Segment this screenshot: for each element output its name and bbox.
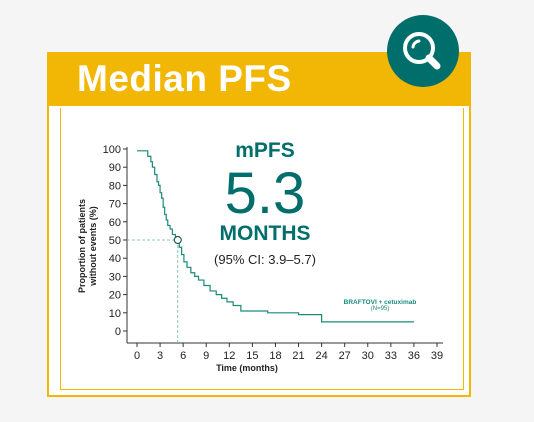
x-tick-label: 33 <box>385 350 397 362</box>
banner-title: Median PFS <box>77 58 292 99</box>
y-tick-label: 0 <box>115 326 121 338</box>
legend-series-name: BRAFTOVI + cetuximab <box>343 299 417 306</box>
y-tick-label: 90 <box>109 162 121 174</box>
x-tick-label: 30 <box>362 350 374 362</box>
magnifier-icon <box>387 15 459 87</box>
mpfs-unit: MONTHS <box>219 222 311 245</box>
series-legend: BRAFTOVI + cetuximab (N=95) <box>325 299 435 312</box>
y-axis-label: Proportion of patients <box>77 199 87 293</box>
median-marker <box>173 235 182 245</box>
mpfs-ci: (95% CI: 3.9–5.7) <box>214 252 316 267</box>
x-tick-label: 24 <box>315 350 327 362</box>
x-tick-label: 3 <box>157 350 163 362</box>
x-tick-label: 12 <box>223 350 235 362</box>
x-tick-label: 15 <box>246 350 258 362</box>
y-tick-label: 50 <box>109 235 121 247</box>
x-axis-label: Time (months) <box>216 363 278 373</box>
y-tick-label: 40 <box>109 253 121 265</box>
y-tick-label: 80 <box>109 180 121 192</box>
x-tick-label: 39 <box>431 350 443 362</box>
y-tick-label: 10 <box>109 308 121 320</box>
y-tick-label: 60 <box>109 217 121 229</box>
mpfs-label: mPFS <box>235 139 295 162</box>
legend-n: (N=95) <box>370 306 390 312</box>
y-axis-label-line-2: without events (%) <box>88 206 98 287</box>
x-tick-label: 18 <box>269 350 281 362</box>
x-tick-label: 9 <box>203 350 209 362</box>
y-tick-label: 100 <box>103 144 121 156</box>
x-tick-label: 27 <box>339 350 351 362</box>
mpfs-value: 5.3 <box>224 161 306 226</box>
x-tick-label: 0 <box>134 350 140 362</box>
x-tick-label: 21 <box>292 350 304 362</box>
x-tick-label: 36 <box>408 350 420 362</box>
y-tick-label: 30 <box>109 271 121 283</box>
y-tick-label: 70 <box>109 199 121 211</box>
y-tick-label: 20 <box>109 290 121 302</box>
x-tick-label: 6 <box>180 350 186 362</box>
